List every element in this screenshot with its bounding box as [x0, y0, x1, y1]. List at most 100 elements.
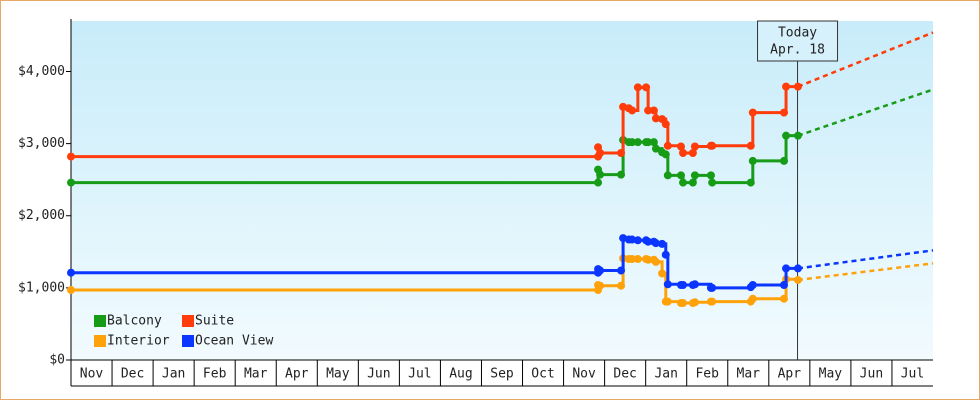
- legend-swatch: [94, 335, 106, 347]
- data-point: [779, 280, 788, 289]
- today-box: [757, 20, 839, 62]
- x-tick-label: Oct: [531, 367, 554, 382]
- data-point: [596, 148, 605, 157]
- data-point: [651, 239, 660, 248]
- x-tick-label: Mar: [737, 367, 761, 382]
- data-point: [651, 257, 660, 266]
- data-point: [746, 178, 755, 187]
- x-tick-label: Jun: [367, 367, 390, 382]
- data-point: [663, 297, 672, 306]
- data-point: [779, 156, 788, 165]
- data-point: [661, 250, 670, 259]
- x-tick-label: Jun: [860, 367, 883, 382]
- data-point: [617, 148, 626, 157]
- x-tick-label: Dec: [613, 367, 636, 382]
- today-label: Today: [778, 26, 817, 41]
- x-tick-label: Feb: [695, 367, 719, 382]
- x-tick-label: Nov: [80, 367, 104, 382]
- data-point: [782, 264, 791, 273]
- forecast-line: [797, 249, 934, 270]
- data-point: [663, 141, 672, 150]
- x-tick-label: Apr: [285, 367, 309, 382]
- legend-swatch: [182, 335, 194, 347]
- data-point: [651, 114, 660, 123]
- data-point: [594, 178, 603, 187]
- x-tick-label: Apr: [778, 367, 802, 382]
- x-tick-label: Jul: [901, 367, 924, 382]
- x-tick-label: Jan: [162, 367, 185, 382]
- x-tick-label: Feb: [203, 367, 227, 382]
- data-point: [596, 170, 605, 179]
- data-point: [617, 266, 626, 275]
- x-tick-label: Jan: [654, 367, 677, 382]
- data-point: [688, 148, 697, 157]
- x-tick-label: Dec: [121, 367, 144, 382]
- x-tick-label: Mar: [244, 367, 268, 382]
- data-point: [708, 141, 717, 150]
- data-point: [708, 283, 717, 292]
- forecast-line: [797, 88, 934, 137]
- data-point: [633, 255, 642, 264]
- data-point: [644, 138, 653, 147]
- data-point: [690, 298, 699, 307]
- data-point: [644, 255, 653, 264]
- y-tick-label: $4,000: [18, 64, 65, 79]
- data-point: [617, 170, 626, 179]
- legend-label: Suite: [195, 314, 234, 329]
- data-point: [706, 171, 715, 180]
- data-point: [679, 178, 688, 187]
- data-point: [642, 83, 651, 92]
- data-point: [690, 280, 699, 289]
- data-point: [661, 120, 670, 129]
- data-point: [633, 83, 642, 92]
- data-point: [779, 108, 788, 117]
- data-point: [690, 142, 699, 151]
- data-point: [676, 171, 685, 180]
- data-point: [748, 108, 757, 117]
- data-point: [690, 171, 699, 180]
- data-point: [644, 237, 653, 246]
- data-point: [628, 106, 637, 115]
- data-point: [651, 144, 660, 153]
- x-tick-label: Sep: [490, 367, 514, 382]
- legend-swatch: [182, 315, 194, 327]
- forecast-line: [797, 31, 934, 88]
- data-point: [633, 138, 642, 147]
- y-tick-label: $3,000: [18, 136, 65, 151]
- data-point: [658, 269, 667, 278]
- data-point: [688, 178, 697, 187]
- legend-label: Interior: [107, 334, 170, 349]
- data-point: [661, 150, 670, 159]
- data-point: [644, 106, 653, 115]
- data-point: [633, 236, 642, 245]
- data-point: [793, 264, 802, 273]
- y-tick-label: $2,000: [18, 208, 65, 223]
- data-point: [746, 141, 755, 150]
- x-tick-label: May: [326, 367, 350, 382]
- data-point: [67, 152, 75, 161]
- data-point: [649, 106, 658, 115]
- y-tick-label: $1,000: [18, 280, 65, 295]
- data-point: [748, 280, 757, 289]
- data-point: [628, 138, 637, 147]
- legend-label: Balcony: [107, 314, 162, 329]
- data-point: [67, 178, 75, 187]
- data-point: [658, 239, 667, 248]
- data-point: [679, 148, 688, 157]
- data-point: [679, 280, 688, 289]
- data-point: [779, 294, 788, 303]
- data-point: [793, 131, 802, 140]
- data-point: [748, 294, 757, 303]
- x-tick-label: May: [819, 367, 843, 382]
- data-point: [628, 255, 637, 264]
- data-point: [708, 178, 717, 187]
- data-point: [596, 281, 605, 290]
- data-point: [679, 299, 688, 308]
- data-point: [663, 171, 672, 180]
- data-point: [782, 82, 791, 91]
- legend-swatch: [94, 315, 106, 327]
- y-tick-label: $0: [49, 353, 65, 368]
- legend-label: Ocean View: [195, 334, 273, 349]
